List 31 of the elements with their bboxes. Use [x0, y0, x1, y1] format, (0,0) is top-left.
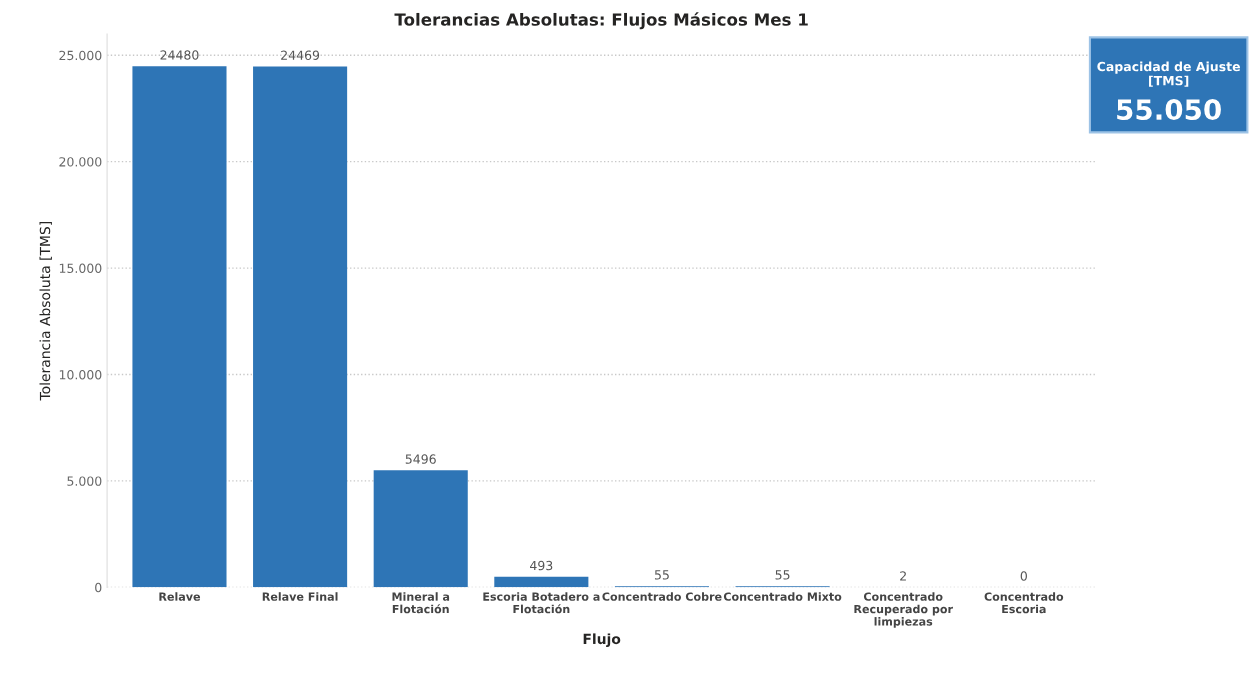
x-tick-label: Concentrado Recuperado por limpiezas — [854, 592, 953, 628]
y-tick-label: 15.000 — [59, 263, 102, 273]
x-tick-label: Concentrado Escoria — [984, 592, 1064, 614]
data-label: 2 — [900, 571, 906, 581]
text: Capacidad de Ajuste [TMS] — [1097, 61, 1240, 87]
x-tick-label: Concentrado Cobre — [602, 592, 722, 601]
x-axis-title: Flujo — [583, 633, 621, 647]
data-label: 24469 — [281, 50, 320, 60]
y-tick-label: 20.000 — [59, 157, 102, 167]
y-axis-title: Tolerancia Absoluta [TMS] — [39, 222, 52, 401]
y-tick-label: 0 — [95, 582, 102, 593]
bar — [494, 576, 589, 588]
x-tick-label: Concentrado Mixto — [723, 592, 842, 601]
data-label: 5496 — [405, 454, 436, 464]
text: 55.050 — [1117, 99, 1221, 121]
x-tick-label: Mineral a Flotación — [392, 592, 450, 614]
data-label: 493 — [530, 560, 553, 571]
data-label: 24480 — [160, 50, 199, 60]
bar — [373, 470, 468, 588]
y-tick-label: 25.000 — [59, 50, 102, 61]
y-tick-label: 10.000 — [59, 369, 102, 380]
data-label: 0 — [1020, 571, 1027, 581]
bar — [132, 66, 227, 588]
x-tick-label: Escoria Botadero a Flotación — [483, 592, 600, 614]
x-tick-label: Relave Final — [262, 592, 338, 601]
chart-title: Tolerancias Absolutas: Flujos Másicos Mes 1 — [394, 12, 808, 30]
data-label: 55 — [775, 570, 790, 580]
x-tick-label: Relave — [159, 592, 201, 601]
bar — [253, 66, 348, 588]
data-label: 55 — [654, 570, 669, 580]
y-tick-label: 5.000 — [67, 476, 102, 486]
